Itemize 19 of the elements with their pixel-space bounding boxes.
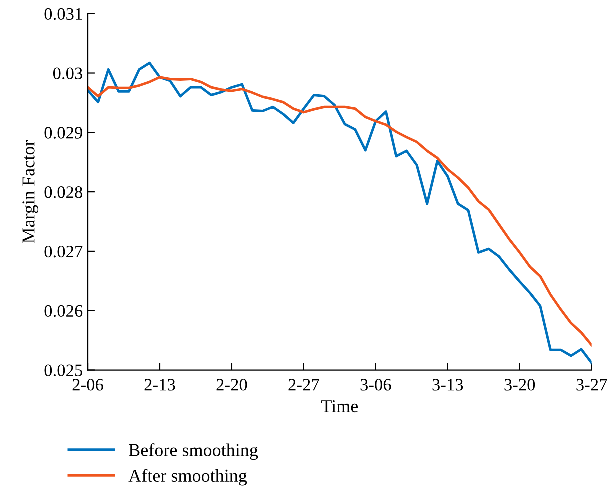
x-tick-label: 2-27 (288, 379, 320, 391)
x-tick-label: 3-20 (504, 379, 536, 391)
y-tick-label: 0.027 (44, 246, 83, 258)
y-tick-label: 0.025 (44, 364, 82, 377)
x-tick-label: 3-13 (432, 379, 464, 391)
y-tick-label: 0.028 (44, 186, 82, 198)
x-axis-title: Time (322, 400, 358, 413)
x-tick-label: 2-13 (144, 379, 176, 391)
x-tick-label: 2-20 (216, 379, 248, 391)
x-tick-label: 2-06 (72, 379, 104, 391)
x-tick-label: 3-27 (576, 379, 607, 391)
y-axis-title: Margin Factor (22, 140, 39, 244)
x-tick-label: 3-06 (360, 379, 392, 391)
y-tick-label: 0.03 (53, 68, 82, 80)
legend-label: After smoothing (128, 469, 248, 486)
y-tick-label: 0.029 (44, 127, 82, 139)
y-tick-label: 0.031 (44, 8, 82, 20)
legend-label: Before smoothing (129, 444, 258, 460)
y-tick-label: 0.026 (44, 305, 83, 318)
